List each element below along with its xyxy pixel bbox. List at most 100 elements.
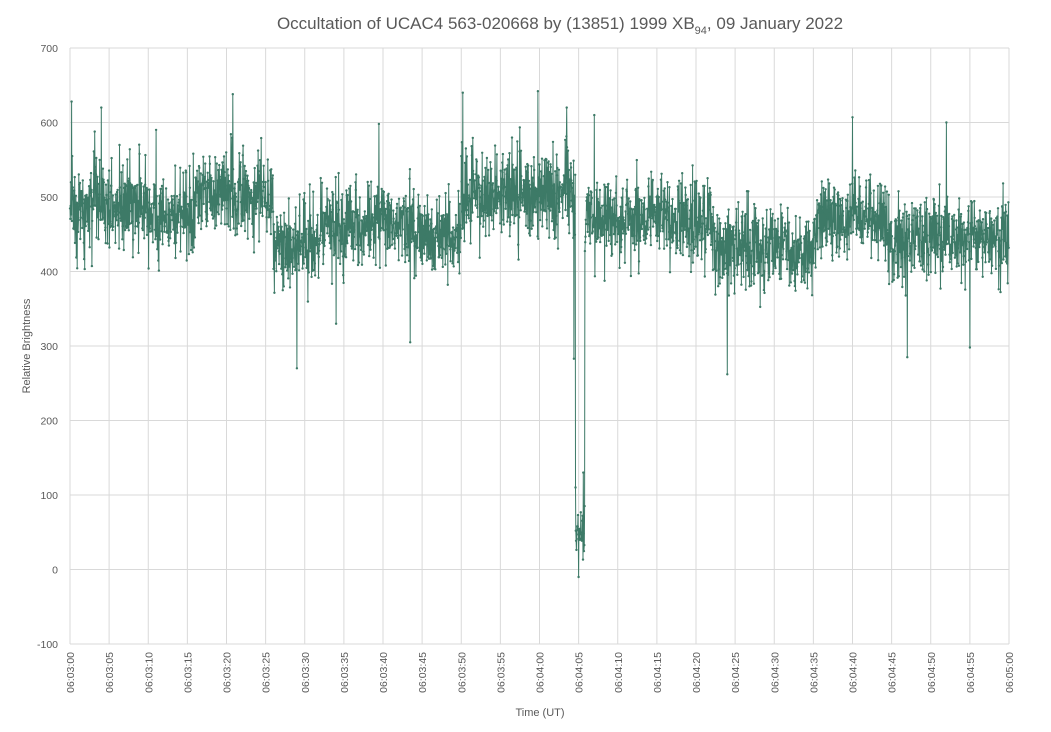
brightness-point xyxy=(757,255,760,258)
brightness-point xyxy=(647,177,650,180)
x-tick-label: 06:03:45 xyxy=(417,652,429,693)
y-tick-label: 600 xyxy=(40,118,58,130)
brightness-point xyxy=(271,174,274,177)
brightness-point xyxy=(411,237,414,240)
brightness-point xyxy=(257,240,261,243)
brightness-point xyxy=(656,234,660,238)
brightness-point xyxy=(872,189,875,192)
brightness-point xyxy=(379,208,382,211)
brightness-point xyxy=(143,237,146,240)
brightness-point xyxy=(305,227,308,231)
brightness-point xyxy=(761,217,764,220)
brightness-point xyxy=(914,207,917,210)
brightness-point xyxy=(938,247,942,251)
brightness-point xyxy=(521,204,525,207)
brightness-point xyxy=(287,265,291,268)
brightness-point xyxy=(917,227,920,230)
brightness-point xyxy=(87,223,90,226)
brightness-point xyxy=(785,250,788,253)
brightness-point xyxy=(919,203,922,206)
brightness-point xyxy=(75,256,78,259)
brightness-point xyxy=(903,249,907,252)
brightness-point xyxy=(369,243,372,246)
brightness-point xyxy=(530,165,533,168)
brightness-point xyxy=(623,261,627,264)
brightness-point xyxy=(604,185,607,189)
x-tick-label: 06:03:35 xyxy=(339,652,351,693)
brightness-point xyxy=(902,241,905,244)
brightness-point xyxy=(180,205,183,208)
brightness-point xyxy=(850,232,853,235)
brightness-point xyxy=(816,220,819,224)
brightness-point xyxy=(135,219,138,223)
brightness-point xyxy=(507,158,510,161)
brightness-point xyxy=(684,193,687,197)
brightness-point xyxy=(435,236,439,239)
brightness-point xyxy=(404,242,407,245)
brightness-point xyxy=(684,186,687,189)
brightness-point xyxy=(677,188,680,192)
brightness-point xyxy=(922,262,925,265)
brightness-point xyxy=(836,245,839,248)
brightness-point xyxy=(119,211,122,214)
brightness-point xyxy=(307,231,311,234)
brightness-point xyxy=(942,221,946,224)
brightness-point xyxy=(423,233,427,236)
brightness-point xyxy=(430,233,433,236)
brightness-point xyxy=(932,198,936,202)
brightness-point xyxy=(77,173,81,176)
brightness-point xyxy=(820,205,824,209)
brightness-point xyxy=(613,214,616,217)
brightness-point xyxy=(153,228,157,231)
brightness-point xyxy=(168,208,171,211)
brightness-point xyxy=(837,204,840,207)
brightness-point xyxy=(711,248,714,251)
brightness-point xyxy=(965,243,968,246)
brightness-point xyxy=(784,258,788,261)
brightness-point xyxy=(978,209,982,212)
brightness-point xyxy=(452,236,455,239)
brightness-point xyxy=(678,201,681,205)
brightness-point xyxy=(93,130,96,133)
brightness-point xyxy=(636,186,640,189)
brightness-point xyxy=(516,205,520,209)
brightness-point xyxy=(157,234,160,237)
brightness-point xyxy=(624,232,628,235)
brightness-point xyxy=(813,217,816,221)
brightness-point xyxy=(357,214,360,217)
brightness-point xyxy=(383,217,387,221)
brightness-point xyxy=(464,147,468,150)
brightness-point xyxy=(350,219,353,222)
brightness-point xyxy=(887,270,890,273)
brightness-point xyxy=(938,234,941,237)
brightness-point xyxy=(257,181,260,184)
brightness-point xyxy=(234,195,238,199)
brightness-point xyxy=(958,239,961,242)
brightness-point xyxy=(557,168,561,171)
brightness-point xyxy=(934,211,937,215)
brightness-point xyxy=(718,217,721,220)
brightness-point xyxy=(690,249,693,252)
brightness-point xyxy=(137,251,140,255)
brightness-point xyxy=(76,202,79,205)
brightness-point xyxy=(193,236,197,239)
brightness-point xyxy=(941,265,945,269)
brightness-point xyxy=(646,207,649,210)
brightness-point xyxy=(579,527,582,531)
brightness-point xyxy=(907,237,910,240)
brightness-point xyxy=(572,236,575,240)
brightness-point xyxy=(404,260,407,264)
brightness-point xyxy=(527,188,530,191)
brightness-point xyxy=(845,206,848,210)
brightness-point xyxy=(554,214,558,218)
brightness-point xyxy=(390,198,393,201)
brightness-point xyxy=(1000,261,1003,265)
brightness-point xyxy=(546,199,549,202)
brightness-point xyxy=(197,185,200,189)
brightness-point xyxy=(866,231,869,234)
brightness-point xyxy=(808,245,811,248)
brightness-point xyxy=(704,217,708,220)
brightness-point xyxy=(660,172,663,175)
brightness-point xyxy=(936,255,940,259)
brightness-point xyxy=(218,163,221,167)
